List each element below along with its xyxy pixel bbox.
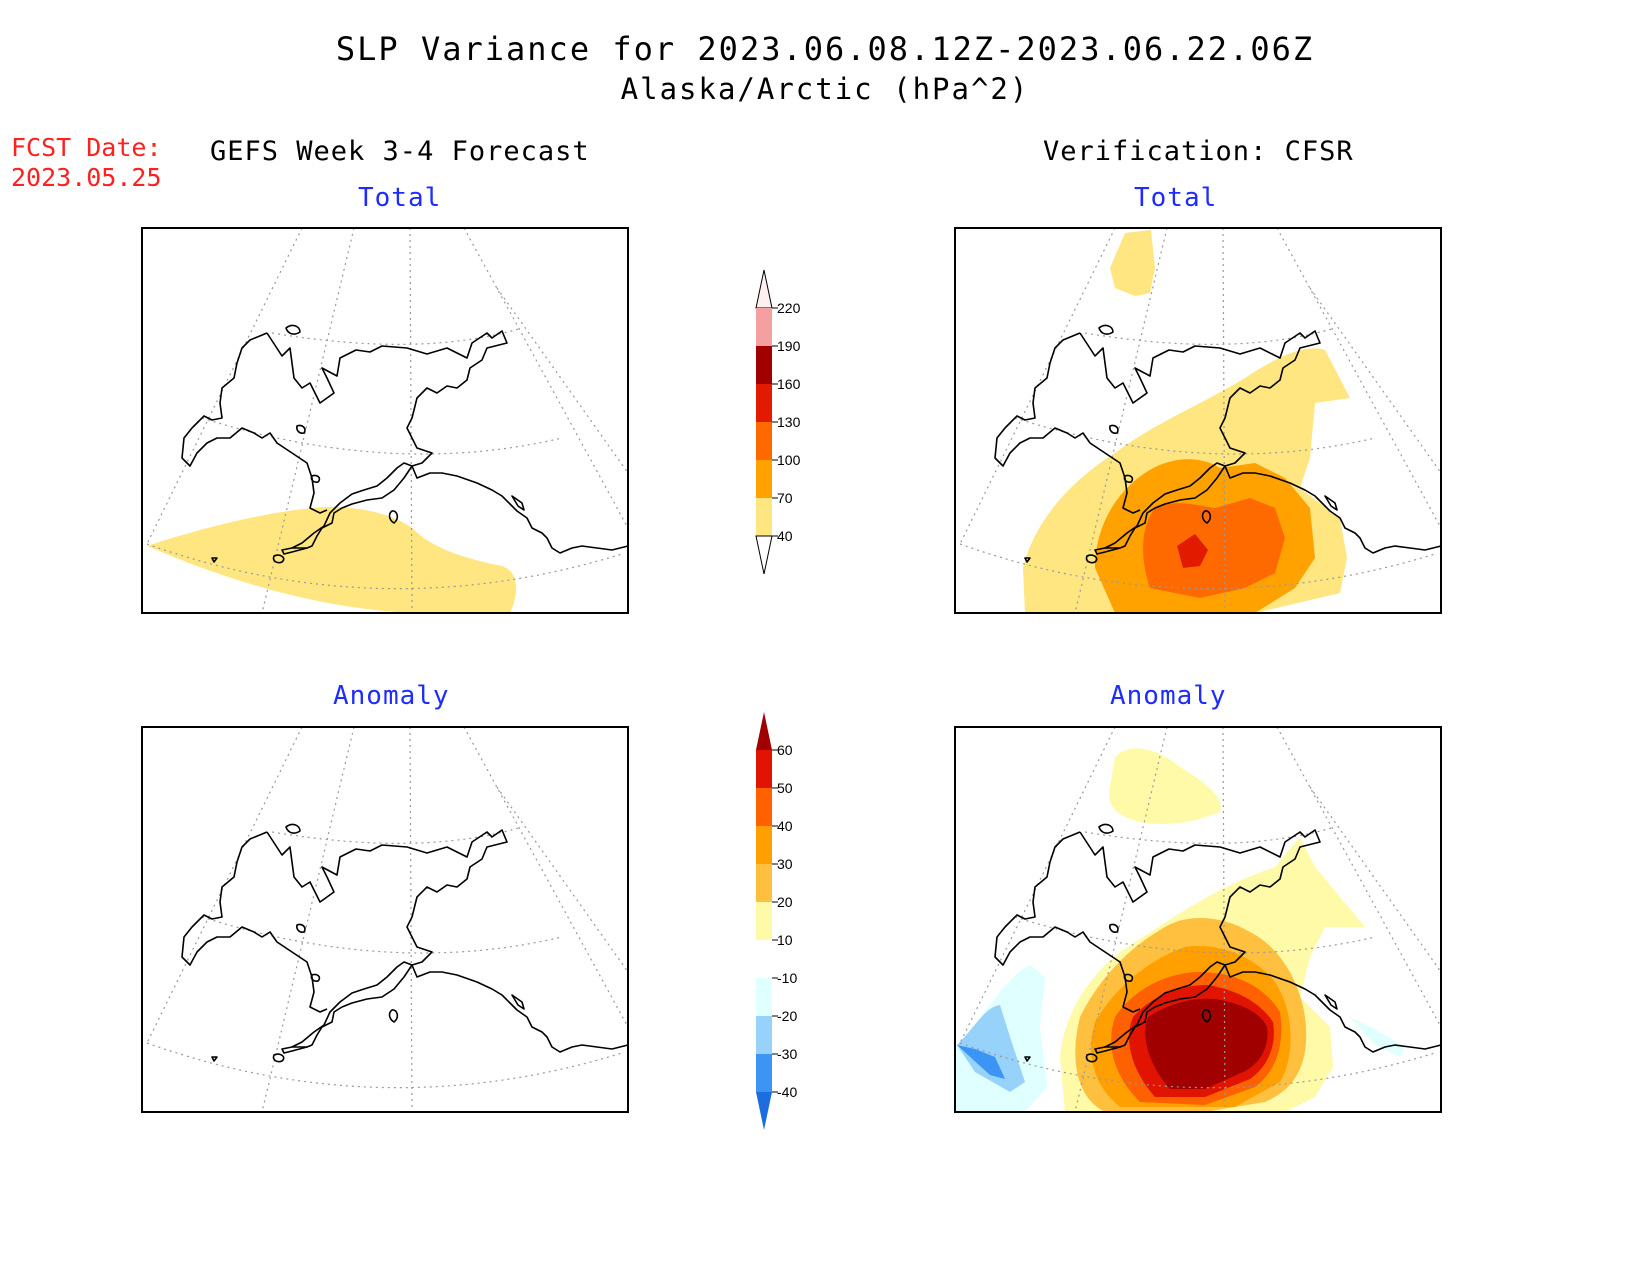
verification-total-label: Total [1134, 183, 1218, 213]
anomaly-colorbar-segment [756, 864, 772, 902]
anomaly-colorbar-segment [756, 940, 772, 978]
total-colorbar-segment [756, 308, 772, 346]
fcst-date-label: FCST Date: [11, 133, 162, 162]
forecast-column-title: GEFS Week 3-4 Forecast [210, 136, 590, 167]
total-colorbar-label: 130 [777, 414, 801, 430]
anomaly-colorbar-segment [756, 1054, 772, 1092]
verification-total-map [954, 227, 1442, 614]
anomaly-colorbar-segment [756, 902, 772, 940]
anomaly-colorbar-bottom-cap [756, 1092, 772, 1130]
total-colorbar-segment [756, 460, 772, 498]
total-colorbar: 40 70 100 130 160 190 220 [755, 269, 801, 575]
anomaly-colorbar-label: -20 [777, 1008, 797, 1024]
anomaly-colorbar-segment [756, 1016, 772, 1054]
verification-anomaly-map [954, 726, 1442, 1113]
anomaly-colorbar-label: 30 [777, 856, 793, 872]
anomaly-colorbar-label: 20 [777, 894, 793, 910]
total-colorbar-label: 40 [777, 528, 793, 544]
anomaly-colorbar-label: -10 [777, 970, 797, 986]
anomaly-colorbar-segment [756, 978, 772, 1016]
verification-anomaly-label: Anomaly [1110, 681, 1227, 711]
anomaly-colorbar-label: 50 [777, 780, 793, 796]
anomaly-colorbar-segment [756, 788, 772, 826]
total-colorbar-bottom-cap [755, 535, 773, 575]
anomaly-colorbar-top-cap [756, 712, 772, 750]
forecast-total-map [141, 227, 629, 614]
anomaly-colorbar-label: 40 [777, 818, 793, 834]
chart-title: SLP Variance for 2023.06.08.12Z-2023.06.… [335, 30, 1315, 68]
total-colorbar-segment [756, 384, 772, 422]
chart-subtitle: Alaska/Arctic (hPa^2) [620, 72, 1030, 106]
anomaly-colorbar-label: -40 [777, 1084, 797, 1100]
anomaly-colorbar: 60 50 40 30 20 10 -10 -20 -30 -40 [756, 712, 797, 1130]
anomaly-colorbar-label: 60 [777, 742, 793, 758]
total-colorbar-segment [756, 422, 772, 460]
anomaly-colorbar-label: 10 [777, 932, 793, 948]
total-colorbar-label: 220 [777, 300, 801, 316]
total-colorbar-top-cap [755, 269, 773, 309]
total-colorbar-segment [756, 346, 772, 384]
total-colorbar-label: 160 [777, 376, 801, 392]
total-colorbar-label: 100 [777, 452, 801, 468]
total-colorbar-label: 190 [777, 338, 801, 354]
forecast-anomaly-label: Anomaly [333, 681, 450, 711]
anomaly-colorbar-segment [756, 826, 772, 864]
anomaly-colorbar-segment [756, 750, 772, 788]
forecast-total-label: Total [358, 183, 442, 213]
anomaly-colorbar-label: -30 [777, 1046, 797, 1062]
total-colorbar-label: 70 [777, 490, 793, 506]
verification-column-title: Verification: CFSR [1043, 136, 1354, 167]
forecast-anomaly-map [141, 726, 629, 1113]
fcst-date-value: 2023.05.25 [11, 163, 162, 192]
total-colorbar-segment [756, 498, 772, 536]
